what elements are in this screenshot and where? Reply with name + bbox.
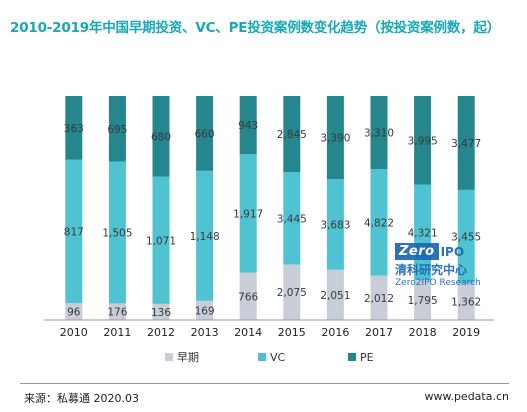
data-label: 2,075 (277, 287, 307, 299)
data-label: 136 (151, 307, 171, 319)
bar-vc-2014 (239, 154, 257, 273)
legend-label: VC (270, 351, 286, 364)
bar-early-2010 (65, 303, 83, 320)
bar-early-2016 (326, 269, 344, 320)
x-tick-label: 2016 (321, 326, 349, 339)
data-label: 695 (107, 124, 127, 136)
bar-early-2014 (239, 272, 257, 320)
bar-early-2017 (370, 275, 388, 320)
x-tick-label: 2018 (409, 326, 437, 339)
legend-swatch-early (165, 353, 173, 361)
bars-group (65, 96, 475, 320)
data-label: 817 (64, 226, 84, 238)
x-tick-label: 2010 (60, 326, 88, 339)
bar-early-2011 (108, 303, 126, 320)
watermark-en-text: Zero2IPO Research (395, 278, 481, 288)
data-label: 1,795 (408, 295, 438, 307)
bar-vc-2011 (108, 161, 126, 304)
watermark-logo-box: Zero (395, 243, 439, 260)
data-label: 1,505 (102, 227, 132, 239)
data-label: 3,445 (277, 213, 307, 225)
data-label: 2,845 (277, 129, 307, 141)
data-label: 2,012 (364, 293, 394, 305)
watermark-logo: Zero IPO (395, 243, 507, 260)
data-label: 4,321 (408, 227, 438, 239)
data-label: 169 (195, 305, 215, 317)
data-label: 96 (67, 307, 81, 319)
bar-vc-2016 (326, 179, 344, 270)
bar-pe-2010 (65, 96, 83, 160)
legend-label: PE (360, 351, 374, 364)
x-tick-label: 2013 (191, 326, 219, 339)
data-label: 176 (107, 307, 127, 319)
data-label: 1,148 (190, 231, 220, 243)
data-label: 680 (151, 131, 171, 143)
website-url: www.pedata.cn (424, 390, 509, 403)
bar-pe-2011 (108, 96, 126, 162)
legend-swatch-vc (258, 353, 266, 361)
bar-vc-2012 (152, 176, 170, 304)
source-note: 来源：私募通 2020.03 (24, 392, 139, 405)
footer-divider (20, 383, 509, 384)
legend-swatch-pe (348, 353, 356, 361)
bar-pe-2015 (283, 96, 301, 173)
data-label: 766 (238, 291, 258, 303)
data-label: 1,362 (451, 297, 481, 309)
data-label: 3,995 (408, 135, 438, 147)
bar-early-2015 (283, 264, 301, 320)
bar-pe-2014 (239, 96, 257, 155)
watermark-logo-ipo: IPO (440, 244, 465, 259)
data-label: 3,683 (320, 219, 350, 231)
x-tick-labels-group: 2010 2011 2012 2013 2014 2015 2016 2017 2018 2019 (60, 326, 480, 339)
data-label: 2,051 (320, 290, 350, 302)
data-label: 943 (238, 120, 258, 132)
data-labels-group: 96 817 363 176 1,505 695 136 1,071 680 169 1,148 66… (64, 120, 481, 319)
data-label: 363 (64, 123, 84, 135)
data-label: 3,390 (320, 133, 350, 145)
bar-early-2013 (196, 300, 214, 320)
legend-label: 早期 (177, 351, 199, 364)
x-tick-label: 2017 (365, 326, 393, 339)
bar-pe-2016 (326, 96, 344, 180)
data-label: 3,310 (364, 128, 394, 140)
bar-vc-2010 (65, 159, 83, 304)
bar-early-2018 (414, 280, 432, 320)
legend: 早期 VC PE (165, 351, 374, 364)
data-label: 3,455 (451, 232, 481, 244)
watermark-cn-text: 清科研究中心 (395, 263, 468, 277)
zero2ipo-watermark: Zero IPO 清科研究中心 Zero2IPO Research (395, 243, 507, 288)
x-tick-label: 2019 (452, 326, 480, 339)
data-label: 1,917 (233, 208, 263, 220)
bar-early-2019 (457, 283, 475, 320)
bar-pe-2019 (457, 96, 475, 190)
bar-vc-2017 (370, 169, 388, 276)
bar-vc-2015 (283, 172, 301, 265)
x-tick-label: 2015 (278, 326, 306, 339)
bar-pe-2012 (152, 96, 170, 177)
bar-vc-2019 (457, 189, 475, 284)
x-tick-label: 2011 (103, 326, 131, 339)
data-label: 4,822 (364, 217, 394, 229)
bar-pe-2017 (370, 96, 388, 170)
bar-pe-2013 (196, 96, 214, 171)
bar-vc-2013 (196, 170, 214, 301)
data-label: 1,071 (146, 235, 176, 247)
bar-pe-2018 (414, 96, 432, 185)
chart-title: 2010-2019年中国早期投资、VC、PE投资案例数变化趋势（按投资案例数，起… (10, 20, 501, 36)
bar-early-2012 (152, 303, 170, 320)
data-label: 660 (195, 128, 215, 140)
data-label: 3,477 (451, 138, 481, 150)
x-tick-label: 2014 (234, 326, 262, 339)
x-tick-label: 2012 (147, 326, 175, 339)
